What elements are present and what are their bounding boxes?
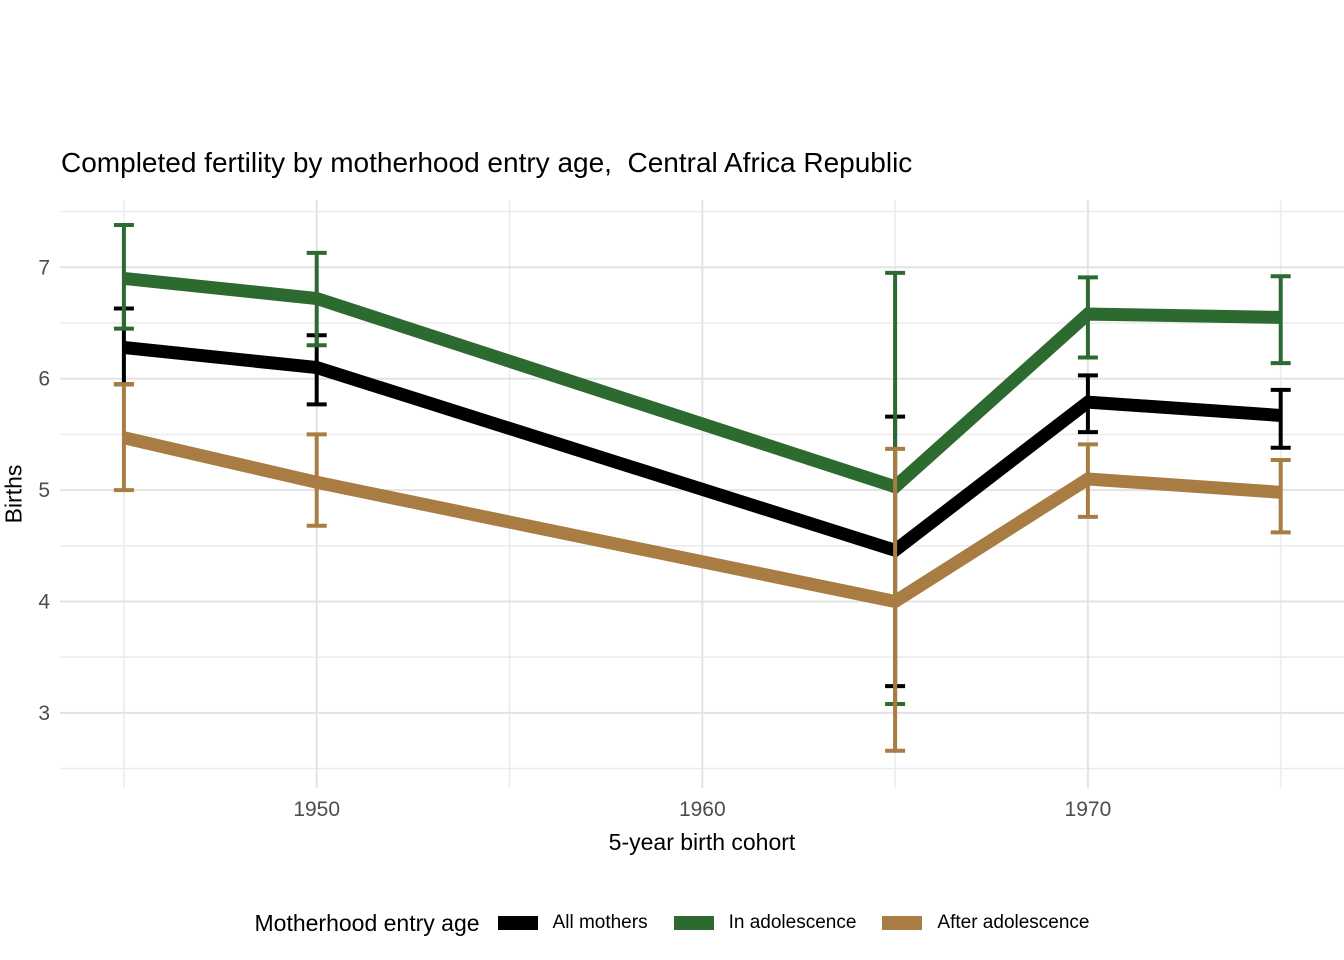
- legend-label-in-adolescence: In adolescence: [728, 912, 857, 933]
- legend-item-in-adolescence: In adolescence: [673, 912, 857, 934]
- x-tick-label: 1950: [293, 798, 340, 821]
- legend-title: Motherhood entry age: [254, 909, 480, 936]
- legend-item-all-mothers: All mothers: [497, 912, 648, 934]
- chart-title: Completed fertility by motherhood entry …: [61, 147, 913, 178]
- x-axis-title: 5-year birth cohort: [608, 829, 796, 855]
- y-tick-label: 3: [38, 702, 50, 725]
- x-tick-label: 1960: [679, 798, 726, 821]
- x-tick-label: 1970: [1065, 798, 1112, 821]
- legend-item-after-adolescence: After adolescence: [882, 912, 1090, 934]
- legend-swatch-in-adolescence: [673, 916, 714, 930]
- legend-swatch-after-adolescence: [882, 916, 923, 930]
- y-tick-label: 5: [38, 479, 50, 502]
- series-line-after-adolescence: [122, 431, 1282, 609]
- legend-label-after-adolescence: After adolescence: [937, 912, 1090, 933]
- y-tick-label: 7: [38, 256, 50, 279]
- legend: Motherhood entry age All mothers In adol…: [0, 903, 1344, 943]
- legend-label-all-mothers: All mothers: [552, 912, 648, 933]
- legend-swatch-all-mothers: [497, 916, 538, 930]
- y-tick-label: 4: [38, 591, 50, 614]
- y-tick-label: 6: [38, 368, 50, 391]
